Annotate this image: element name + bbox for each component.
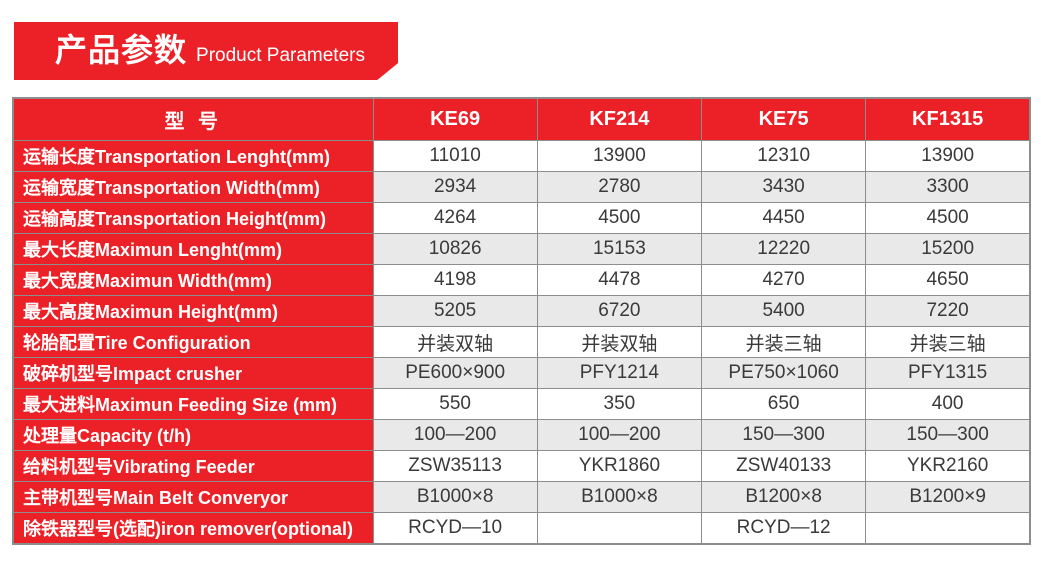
row-value: B1200×8 xyxy=(700,481,867,513)
row-label: 主带机型号Main Belt Converyor xyxy=(12,481,374,513)
row-value: 3430 xyxy=(700,171,867,203)
row-value: 4450 xyxy=(700,202,867,234)
row-value: 12220 xyxy=(700,233,867,265)
row-value: 13900 xyxy=(536,140,703,172)
table-row: 轮胎配置Tire Configuration 并装双轴 并装双轴 并装三轴 并装三轴 xyxy=(12,326,1031,358)
row-value: PE600×900 xyxy=(372,357,538,389)
row-value: YKR2160 xyxy=(865,450,1031,482)
row-value: B1200×9 xyxy=(865,481,1031,513)
row-value: 5205 xyxy=(372,295,538,327)
row-label: 最大进料Maximun Feeding Size (mm) xyxy=(12,388,374,420)
table-row: 最大长度Maximun Lenght(mm) 10826 15153 12220 152… xyxy=(12,233,1031,265)
row-value: 4478 xyxy=(536,264,703,296)
row-label: 除铁器型号(选配)iron remover(optional) xyxy=(12,512,374,545)
row-value: 150—300 xyxy=(700,419,867,451)
row-value: RCYD—12 xyxy=(700,512,867,545)
banner-title-zh: 产品参数 xyxy=(55,32,188,68)
row-label: 运输高度Transportation Height(mm) xyxy=(12,202,374,234)
parameters-table-body: 运输长度Transportation Lenght(mm) 11010 13900 1… xyxy=(12,140,1031,545)
row-value: 550 xyxy=(372,388,538,420)
row-value: 4500 xyxy=(865,202,1031,234)
table-row: 最大高度Maximun Height(mm) 5205 6720 5400 7220 xyxy=(12,295,1031,327)
table-row: 运输宽度Transportation Width(mm) 2934 2780 3430… xyxy=(12,171,1031,203)
row-label: 运输长度Transportation Lenght(mm) xyxy=(12,140,374,172)
row-value: YKR1860 xyxy=(536,450,703,482)
row-label: 运输宽度Transportation Width(mm) xyxy=(12,171,374,203)
table-header-row: 型 号 KE69 KF214 KE75 KF1315 xyxy=(12,97,1031,141)
row-value: 6720 xyxy=(536,295,703,327)
row-label: 轮胎配置Tire Configuration xyxy=(12,326,374,358)
column-header-kf1315: KF1315 xyxy=(865,97,1031,141)
row-value: 150—300 xyxy=(865,419,1031,451)
table-row: 破碎机型号Impact crusher PE600×900 PFY1214 PE750… xyxy=(12,357,1031,389)
row-value: 7220 xyxy=(865,295,1031,327)
row-value: 15153 xyxy=(536,233,703,265)
row-value: 400 xyxy=(865,388,1031,420)
banner-title-en: Product Parameters xyxy=(196,45,365,66)
row-value: 并装双轴 xyxy=(536,326,703,358)
row-value xyxy=(536,512,703,545)
row-label: 最大宽度Maximun Width(mm) xyxy=(12,264,374,296)
column-header-ke69: KE69 xyxy=(372,97,538,141)
row-value: 4650 xyxy=(865,264,1031,296)
row-value: PFY1214 xyxy=(536,357,703,389)
row-value: 4264 xyxy=(372,202,538,234)
row-value: B1000×8 xyxy=(536,481,703,513)
row-value: 4198 xyxy=(372,264,538,296)
row-value: ZSW40133 xyxy=(700,450,867,482)
table-row: 给料机型号Vibrating Feeder ZSW35113 YKR1860 ZSW4… xyxy=(12,450,1031,482)
row-label: 给料机型号Vibrating Feeder xyxy=(12,450,374,482)
column-header-ke75: KE75 xyxy=(700,97,867,141)
row-value: PE750×1060 xyxy=(700,357,867,389)
row-label: 最大长度Maximun Lenght(mm) xyxy=(12,233,374,265)
product-parameters-banner: 产品参数 Product Parameters xyxy=(14,22,398,80)
row-value: 2934 xyxy=(372,171,538,203)
row-value: 15200 xyxy=(865,233,1031,265)
row-value: 100—200 xyxy=(372,419,538,451)
row-value: 12310 xyxy=(700,140,867,172)
row-value xyxy=(865,512,1031,545)
row-value: ZSW35113 xyxy=(372,450,538,482)
row-value: 并装双轴 xyxy=(372,326,538,358)
row-value: RCYD—10 xyxy=(372,512,538,545)
row-value: 650 xyxy=(700,388,867,420)
row-value: 2780 xyxy=(536,171,703,203)
row-label: 最大高度Maximun Height(mm) xyxy=(12,295,374,327)
row-value: 5400 xyxy=(700,295,867,327)
row-value: 13900 xyxy=(865,140,1031,172)
row-value: 100—200 xyxy=(536,419,703,451)
row-value: 并装三轴 xyxy=(865,326,1031,358)
row-value: 3300 xyxy=(865,171,1031,203)
row-value: PFY1315 xyxy=(865,357,1031,389)
row-value: 4500 xyxy=(536,202,703,234)
table-row: 除铁器型号(选配)iron remover(optional) RCYD—10 RC… xyxy=(12,512,1031,545)
row-value: 10826 xyxy=(372,233,538,265)
row-label: 破碎机型号Impact crusher xyxy=(12,357,374,389)
model-column-header: 型 号 xyxy=(12,97,374,141)
parameters-table: 型 号 KE69 KF214 KE75 KF1315 运输长度Transport… xyxy=(12,97,1031,545)
row-value: 11010 xyxy=(372,140,538,172)
row-value: B1000×8 xyxy=(372,481,538,513)
row-value: 并装三轴 xyxy=(700,326,867,358)
table-row: 主带机型号Main Belt Converyor B1000×8 B1000×8 B1… xyxy=(12,481,1031,513)
column-header-kf214: KF214 xyxy=(536,97,703,141)
table-row: 运输长度Transportation Lenght(mm) 11010 13900 1… xyxy=(12,140,1031,172)
row-label: 处理量Capacity (t/h) xyxy=(12,419,374,451)
table-row: 最大宽度Maximun Width(mm) 4198 4478 4270 4650 xyxy=(12,264,1031,296)
row-value: 4270 xyxy=(700,264,867,296)
row-value: 350 xyxy=(536,388,703,420)
table-row: 运输高度Transportation Height(mm) 4264 4500 445… xyxy=(12,202,1031,234)
table-row: 最大进料Maximun Feeding Size (mm) 550 350 650 40… xyxy=(12,388,1031,420)
table-row: 处理量Capacity (t/h) 100—200 100—200 150—300 15… xyxy=(12,419,1031,451)
